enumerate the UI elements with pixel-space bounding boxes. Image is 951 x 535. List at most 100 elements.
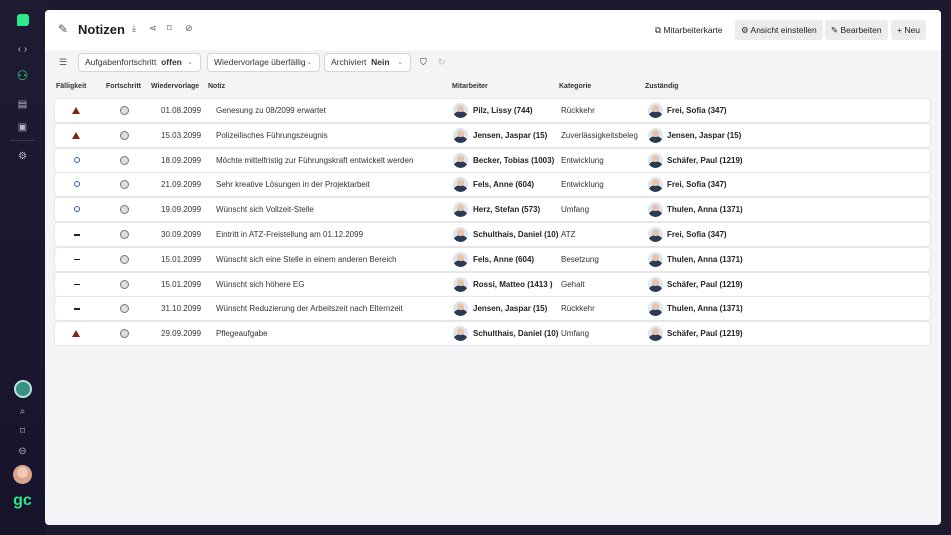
page-title: Notizen xyxy=(78,22,125,37)
chevron-down-icon: ⌄ xyxy=(397,59,403,66)
note-text[interactable]: Wünscht sich Vollzeit-Stelle xyxy=(216,205,314,215)
filter-label: Aufgabenfortschritt xyxy=(85,57,157,67)
table-row[interactable]: 15.01.2099 Wünscht sich höhere EG Rossi, M… xyxy=(55,272,930,296)
resubmission-date: 15.03.2099 xyxy=(161,130,202,140)
hidden-icon[interactable]: ⊘ xyxy=(185,23,193,33)
owner-name[interactable]: Thulen, Anna (1371) xyxy=(667,304,743,314)
owner-avatar xyxy=(648,326,663,342)
employee-name[interactable]: Fels, Anne (604) xyxy=(473,254,535,264)
refresh-icon[interactable]: ↻ xyxy=(438,57,446,67)
owner-name[interactable]: Frei, Sofia (347) xyxy=(667,230,727,239)
category: Umfang xyxy=(561,329,590,339)
note-text[interactable]: Wünscht sich höhere EG xyxy=(216,279,305,289)
table-row[interactable]: 31.10.2099 Wünscht Reduzierung der Arbeit… xyxy=(55,297,930,321)
owner-name[interactable]: Frei, Sofia (347) xyxy=(667,180,727,190)
employee-name[interactable]: Jensen, Jaspar (15) xyxy=(473,304,548,314)
note-text[interactable]: Polizeilisches Führungszeugnis xyxy=(216,130,328,140)
user-avatar[interactable] xyxy=(0,465,45,487)
employee-name[interactable]: Schulthais, Daniel (10) xyxy=(473,230,559,239)
document-icon[interactable]: ▤ xyxy=(17,99,28,110)
employee-name[interactable]: Rossi, Matteo (1413 ) xyxy=(473,279,553,289)
table-row[interactable]: 29.09.2099 Pflegeaufgabe Schulthais, Danie… xyxy=(55,322,930,346)
employee-name[interactable]: Schulthais, Daniel (10) xyxy=(473,329,559,339)
category: Entwicklung xyxy=(561,155,604,165)
employee-avatar xyxy=(453,202,468,218)
table-row[interactable]: 30.09.2099 Eintritt in ATZ-Freistellung a… xyxy=(55,223,930,246)
employee-avatar xyxy=(453,326,468,342)
owner-name[interactable]: Thulen, Anna (1371) xyxy=(667,254,743,264)
table-row[interactable]: 21.09.2099 Sehr kreative Lösungen in der … xyxy=(55,173,930,197)
category: ATZ xyxy=(561,230,576,239)
table-row[interactable]: 01.08.2099 Genesung zu 08/2099 erwartet Pi… xyxy=(55,99,930,122)
resubmission-date: 15.01.2099 xyxy=(161,254,202,264)
employee-name[interactable]: Jensen, Jaspar (15) xyxy=(473,130,548,140)
settings-icon[interactable]: ⚙ xyxy=(18,151,27,162)
warning-icon xyxy=(72,330,80,338)
column-header-owner[interactable]: Zuständig xyxy=(645,83,679,90)
note-text[interactable]: Wünscht sich eine Stelle in einem andere… xyxy=(216,254,397,264)
filter-progress[interactable]: Aufgabenfortschritt offen ⌄ xyxy=(78,53,201,72)
owner-name[interactable]: Schäfer, Paul (1219) xyxy=(667,279,743,289)
employee-name[interactable]: Pilz, Lissy (744) xyxy=(473,106,533,115)
note-text[interactable]: Genesung zu 08/2099 erwartet xyxy=(216,106,326,115)
employee-name[interactable]: Herz, Stefan (573) xyxy=(473,205,541,215)
pen-icon: ✎ xyxy=(58,22,69,36)
filter-resubmission-overdue[interactable]: Wiedervorlage überfällig ⌄ xyxy=(207,53,320,72)
filter-value: Nein xyxy=(371,57,390,67)
note-text[interactable]: Möchte mittelfristig zur Führungskraft e… xyxy=(216,155,414,165)
progress-icon xyxy=(120,254,129,264)
column-header-note[interactable]: Notiz xyxy=(208,83,226,90)
column-header-employee[interactable]: Mitarbeiter xyxy=(452,83,488,90)
owner-avatar xyxy=(648,177,663,193)
view-settings-button[interactable]: ⚙ Ansicht einstellen xyxy=(735,20,823,40)
table-row[interactable]: 18.09.2099 Möchte mittelfristig zur Führu… xyxy=(55,148,930,172)
contact-card-icon[interactable]: ▣ xyxy=(17,122,28,133)
employee-name[interactable]: Becker, Tobias (1003) xyxy=(473,155,555,165)
list-view-icon[interactable]: ☰ xyxy=(59,57,68,67)
table-row[interactable]: 19.09.2099 Wünscht sich Vollzeit-Stelle He… xyxy=(55,198,930,222)
note-text[interactable]: Sehr kreative Lösungen in der Projektarb… xyxy=(216,180,370,190)
table-row[interactable]: 15.01.2099 Wünscht sich eine Stelle in ei… xyxy=(55,247,930,271)
external-link-icon: ⧉ xyxy=(655,25,662,35)
view-settings-label: Ansicht einstellen xyxy=(750,25,817,35)
dash-icon xyxy=(74,234,80,236)
org-chart-icon[interactable]: ⚇ xyxy=(16,68,29,83)
owner-name[interactable]: Schäfer, Paul (1219) xyxy=(667,329,743,339)
table-row[interactable]: 15.03.2099 Polizeilisches Führungszeugnis… xyxy=(55,123,930,147)
filter-value: offen xyxy=(161,57,182,67)
owner-name[interactable]: Thulen, Anna (1371) xyxy=(667,205,743,215)
employee-avatar xyxy=(453,227,468,242)
employee-name[interactable]: Fels, Anne (604) xyxy=(473,180,535,190)
owner-name[interactable]: Schäfer, Paul (1219) xyxy=(667,155,743,165)
note-text[interactable]: Wünscht Reduzierung der Arbeitszeit nach… xyxy=(216,304,403,314)
search-icon[interactable]: ⌕ xyxy=(19,406,26,417)
note-text[interactable]: Pflegeaufgabe xyxy=(216,329,268,339)
new-button[interactable]: + Neu xyxy=(891,20,926,40)
column-header-due[interactable]: Fälligkeit xyxy=(56,83,87,90)
clear-filter-icon[interactable]: ⛉ xyxy=(420,57,427,67)
edit-button[interactable]: ✎ Bearbeiten xyxy=(825,20,888,40)
share-icon[interactable]: ⋖ xyxy=(149,23,157,33)
owner-name[interactable]: Jensen, Jaspar (15) xyxy=(667,130,742,140)
download-icon[interactable]: ⤓ xyxy=(132,23,136,33)
owner-name[interactable]: Frei, Sofia (347) xyxy=(667,106,727,115)
filter-archived[interactable]: Archiviert Nein ⌄ xyxy=(324,53,411,72)
note-text[interactable]: Eintritt in ATZ-Freistellung am 01.12.20… xyxy=(216,230,364,239)
inbox-icon[interactable]: ⊖ xyxy=(18,446,27,457)
column-header-progress[interactable]: Fortschritt xyxy=(106,83,141,90)
progress-icon xyxy=(120,180,129,190)
resubmission-date: 31.10.2099 xyxy=(161,304,202,314)
progress-icon xyxy=(120,304,129,314)
employee-map-button[interactable]: ⧉ Mitarbeiterkarte xyxy=(649,20,729,40)
bot-avatar[interactable] xyxy=(0,380,45,401)
nav-arrows-icon[interactable]: ‹ › xyxy=(17,44,28,55)
column-header-resubmission[interactable]: Wiedervorlage xyxy=(151,83,200,90)
owner-avatar xyxy=(648,276,663,292)
category: Rückkehr xyxy=(561,106,595,115)
dash-icon xyxy=(74,283,80,286)
column-header-category[interactable]: Kategorie xyxy=(559,83,592,90)
resubmission-date: 18.09.2099 xyxy=(161,155,202,165)
bookmark-icon[interactable]: ⌑ xyxy=(19,426,26,437)
app-logo[interactable] xyxy=(0,14,45,29)
bookmark-icon[interactable]: ⌑ xyxy=(167,23,172,33)
